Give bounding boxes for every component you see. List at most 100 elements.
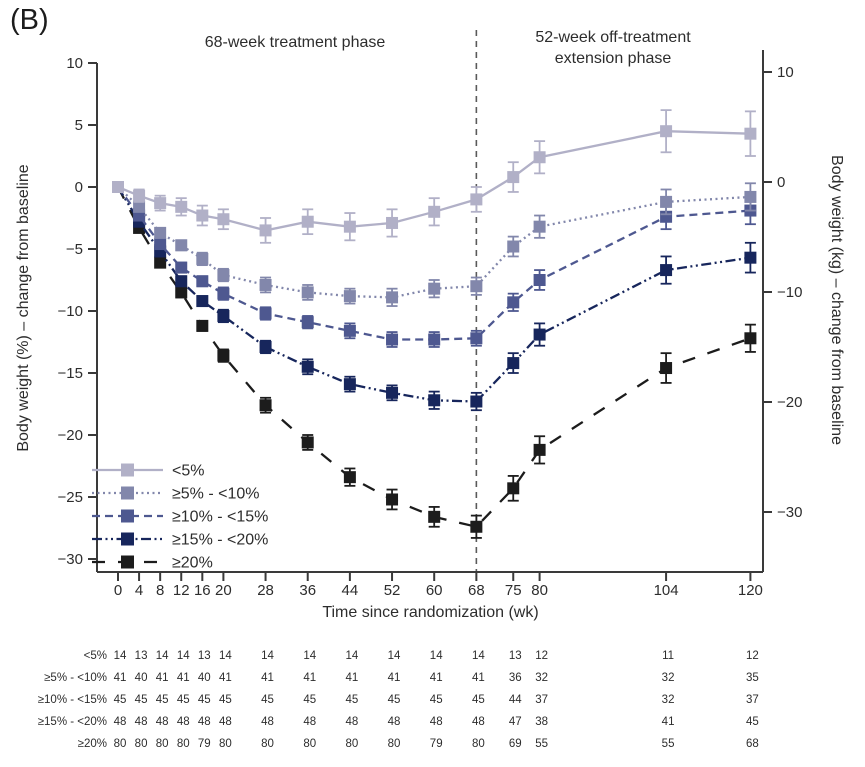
data-point-marker	[386, 216, 399, 229]
data-point-marker	[259, 278, 272, 291]
risk-count: 41	[472, 672, 485, 684]
data-point-marker	[428, 205, 441, 218]
series-line-≥10% - <15%	[117, 186, 751, 341]
data-point-marker	[154, 197, 167, 210]
risk-count: 79	[430, 738, 443, 750]
risk-count: 80	[177, 738, 190, 750]
risk-count: 48	[303, 716, 316, 728]
data-point-marker	[386, 493, 399, 506]
risk-count: 45	[303, 694, 316, 706]
data-point-marker	[660, 195, 673, 208]
risk-count: 37	[535, 694, 548, 706]
risk-count: 14	[114, 650, 127, 662]
risk-count: 14	[345, 650, 358, 662]
risk-count: 32	[662, 694, 675, 706]
data-point-marker	[217, 287, 230, 300]
legend-label: ≥20%	[172, 555, 213, 572]
x-axis-title: Time since randomization (wk)	[322, 604, 539, 621]
data-point-marker	[175, 275, 188, 288]
data-point-marker	[386, 333, 399, 346]
y-left-tick-label: 10	[66, 55, 83, 72]
risk-count: 14	[472, 650, 485, 662]
data-point-marker	[112, 181, 124, 193]
x-tick-label: 68	[468, 582, 485, 599]
risk-count: 38	[535, 716, 548, 728]
risk-row-label: ≥15% - <20%	[38, 716, 107, 728]
x-tick-label: 36	[299, 582, 316, 599]
risk-count: 80	[135, 738, 148, 750]
data-point-marker	[259, 340, 272, 353]
data-point-marker	[744, 127, 757, 140]
data-point-marker	[744, 332, 757, 345]
x-tick-label: 28	[257, 582, 274, 599]
data-point-marker	[301, 360, 314, 373]
series-line-<5%	[117, 130, 751, 232]
y-left-tick-label: −5	[66, 241, 83, 258]
data-point-marker	[343, 290, 356, 303]
risk-count: 48	[198, 716, 211, 728]
data-point-marker	[154, 256, 167, 269]
risk-count: 45	[198, 694, 211, 706]
risk-count: 45	[388, 694, 401, 706]
risk-count: 13	[198, 650, 211, 662]
risk-count: 80	[219, 738, 232, 750]
risk-count: 12	[746, 650, 759, 662]
data-point-marker	[507, 482, 520, 495]
risk-count: 13	[135, 650, 148, 662]
risk-count: 32	[662, 672, 675, 684]
data-point-marker	[217, 309, 230, 322]
risk-count: 41	[345, 672, 358, 684]
x-tick-label: 44	[342, 582, 359, 599]
risk-count: 80	[388, 738, 401, 750]
extension-phase-line1: 52-week off-treatment	[535, 29, 691, 46]
data-point-marker	[175, 200, 188, 213]
risk-count: 45	[156, 694, 169, 706]
risk-count: 41	[662, 716, 675, 728]
risk-count: 45	[114, 694, 127, 706]
panel-label: (B)	[10, 4, 49, 36]
y-right-tick-label: −10	[777, 284, 802, 301]
risk-count: 48	[430, 716, 443, 728]
data-point-marker	[660, 264, 673, 277]
data-point-marker	[428, 282, 441, 295]
legend-label: <5%	[172, 463, 204, 480]
x-tick-label: 4	[135, 582, 143, 599]
x-tick-label: 8	[156, 582, 164, 599]
risk-count: 41	[430, 672, 443, 684]
risk-count: 14	[388, 650, 401, 662]
risk-count: 48	[472, 716, 485, 728]
risk-count: 80	[261, 738, 274, 750]
risk-count: 40	[135, 672, 148, 684]
risk-count: 48	[156, 716, 169, 728]
data-point-marker	[507, 296, 520, 309]
data-point-marker	[217, 269, 230, 282]
treatment-phase-label: 68-week treatment phase	[204, 34, 386, 51]
series-line-≥20%	[116, 186, 751, 529]
risk-count: 41	[177, 672, 190, 684]
data-point-marker	[470, 280, 483, 293]
data-point-marker	[533, 328, 546, 341]
x-tick-label: 104	[654, 582, 679, 599]
risk-count: 41	[303, 672, 316, 684]
data-point-marker	[301, 215, 314, 228]
risk-count: 11	[662, 650, 674, 662]
x-tick-label: 120	[738, 582, 763, 599]
risk-row-label: ≥20%	[78, 738, 107, 750]
legend-marker	[121, 463, 134, 477]
series-line-≥15% - <20%	[117, 186, 751, 403]
y-left-tick-label: −30	[58, 551, 83, 568]
risk-count: 79	[198, 738, 211, 750]
data-point-marker	[154, 226, 167, 239]
y-left-tick-label: −25	[58, 489, 83, 506]
risk-count: 45	[135, 694, 148, 706]
risk-count: 41	[156, 672, 169, 684]
risk-count: 13	[509, 650, 522, 662]
y-right-tick-label: 0	[777, 174, 785, 191]
risk-count: 80	[303, 738, 316, 750]
y-left-tick-label: −10	[58, 303, 83, 320]
data-point-marker	[507, 240, 520, 253]
data-point-marker	[196, 209, 209, 222]
data-point-marker	[386, 291, 399, 304]
data-point-marker	[133, 189, 146, 202]
risk-count: 35	[746, 672, 759, 684]
